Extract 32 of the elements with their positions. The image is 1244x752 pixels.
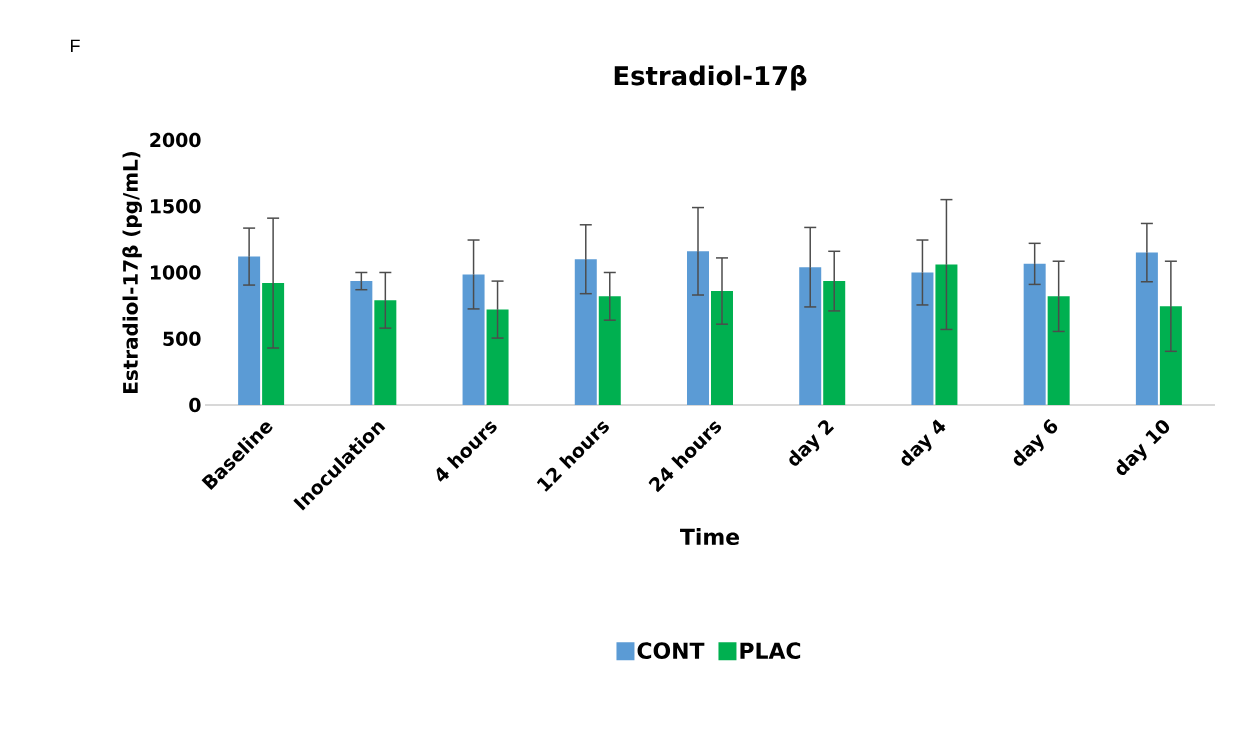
y-tick-label: 0 xyxy=(189,397,201,413)
bar xyxy=(1047,296,1070,405)
bar xyxy=(711,291,733,405)
text: F xyxy=(71,39,80,52)
legend-label: PLAC xyxy=(740,642,801,659)
bar xyxy=(1023,263,1046,405)
bar xyxy=(911,272,934,405)
legend-label: CONT xyxy=(637,642,705,659)
bar xyxy=(350,281,373,405)
bar xyxy=(935,264,958,405)
bar xyxy=(486,309,509,405)
bar xyxy=(574,259,597,405)
bar xyxy=(598,296,621,405)
y-tick-label: 2000 xyxy=(150,132,201,148)
y-tick-label: 1000 xyxy=(150,265,201,280)
y-tick-label: 1500 xyxy=(150,199,201,214)
x-tick-label: day 6 xyxy=(1013,419,1058,466)
x-tick-label: day 4 xyxy=(901,419,946,466)
bar xyxy=(238,256,261,405)
bar xyxy=(1135,252,1158,405)
x-tick-label: day 10 xyxy=(1116,420,1170,476)
y-axis-title: Estradiol-17β (pg/mL) xyxy=(122,151,142,393)
bar xyxy=(1159,306,1182,405)
bar xyxy=(823,281,846,405)
chart-title: Estradiol-17β xyxy=(614,65,807,91)
x-axis-title: Time xyxy=(680,528,740,546)
y-tick-label: 500 xyxy=(163,331,201,346)
bar xyxy=(374,300,397,405)
bar xyxy=(799,267,822,405)
bar xyxy=(687,251,709,405)
x-tick-label: day 2 xyxy=(789,420,835,466)
bar xyxy=(462,274,485,405)
